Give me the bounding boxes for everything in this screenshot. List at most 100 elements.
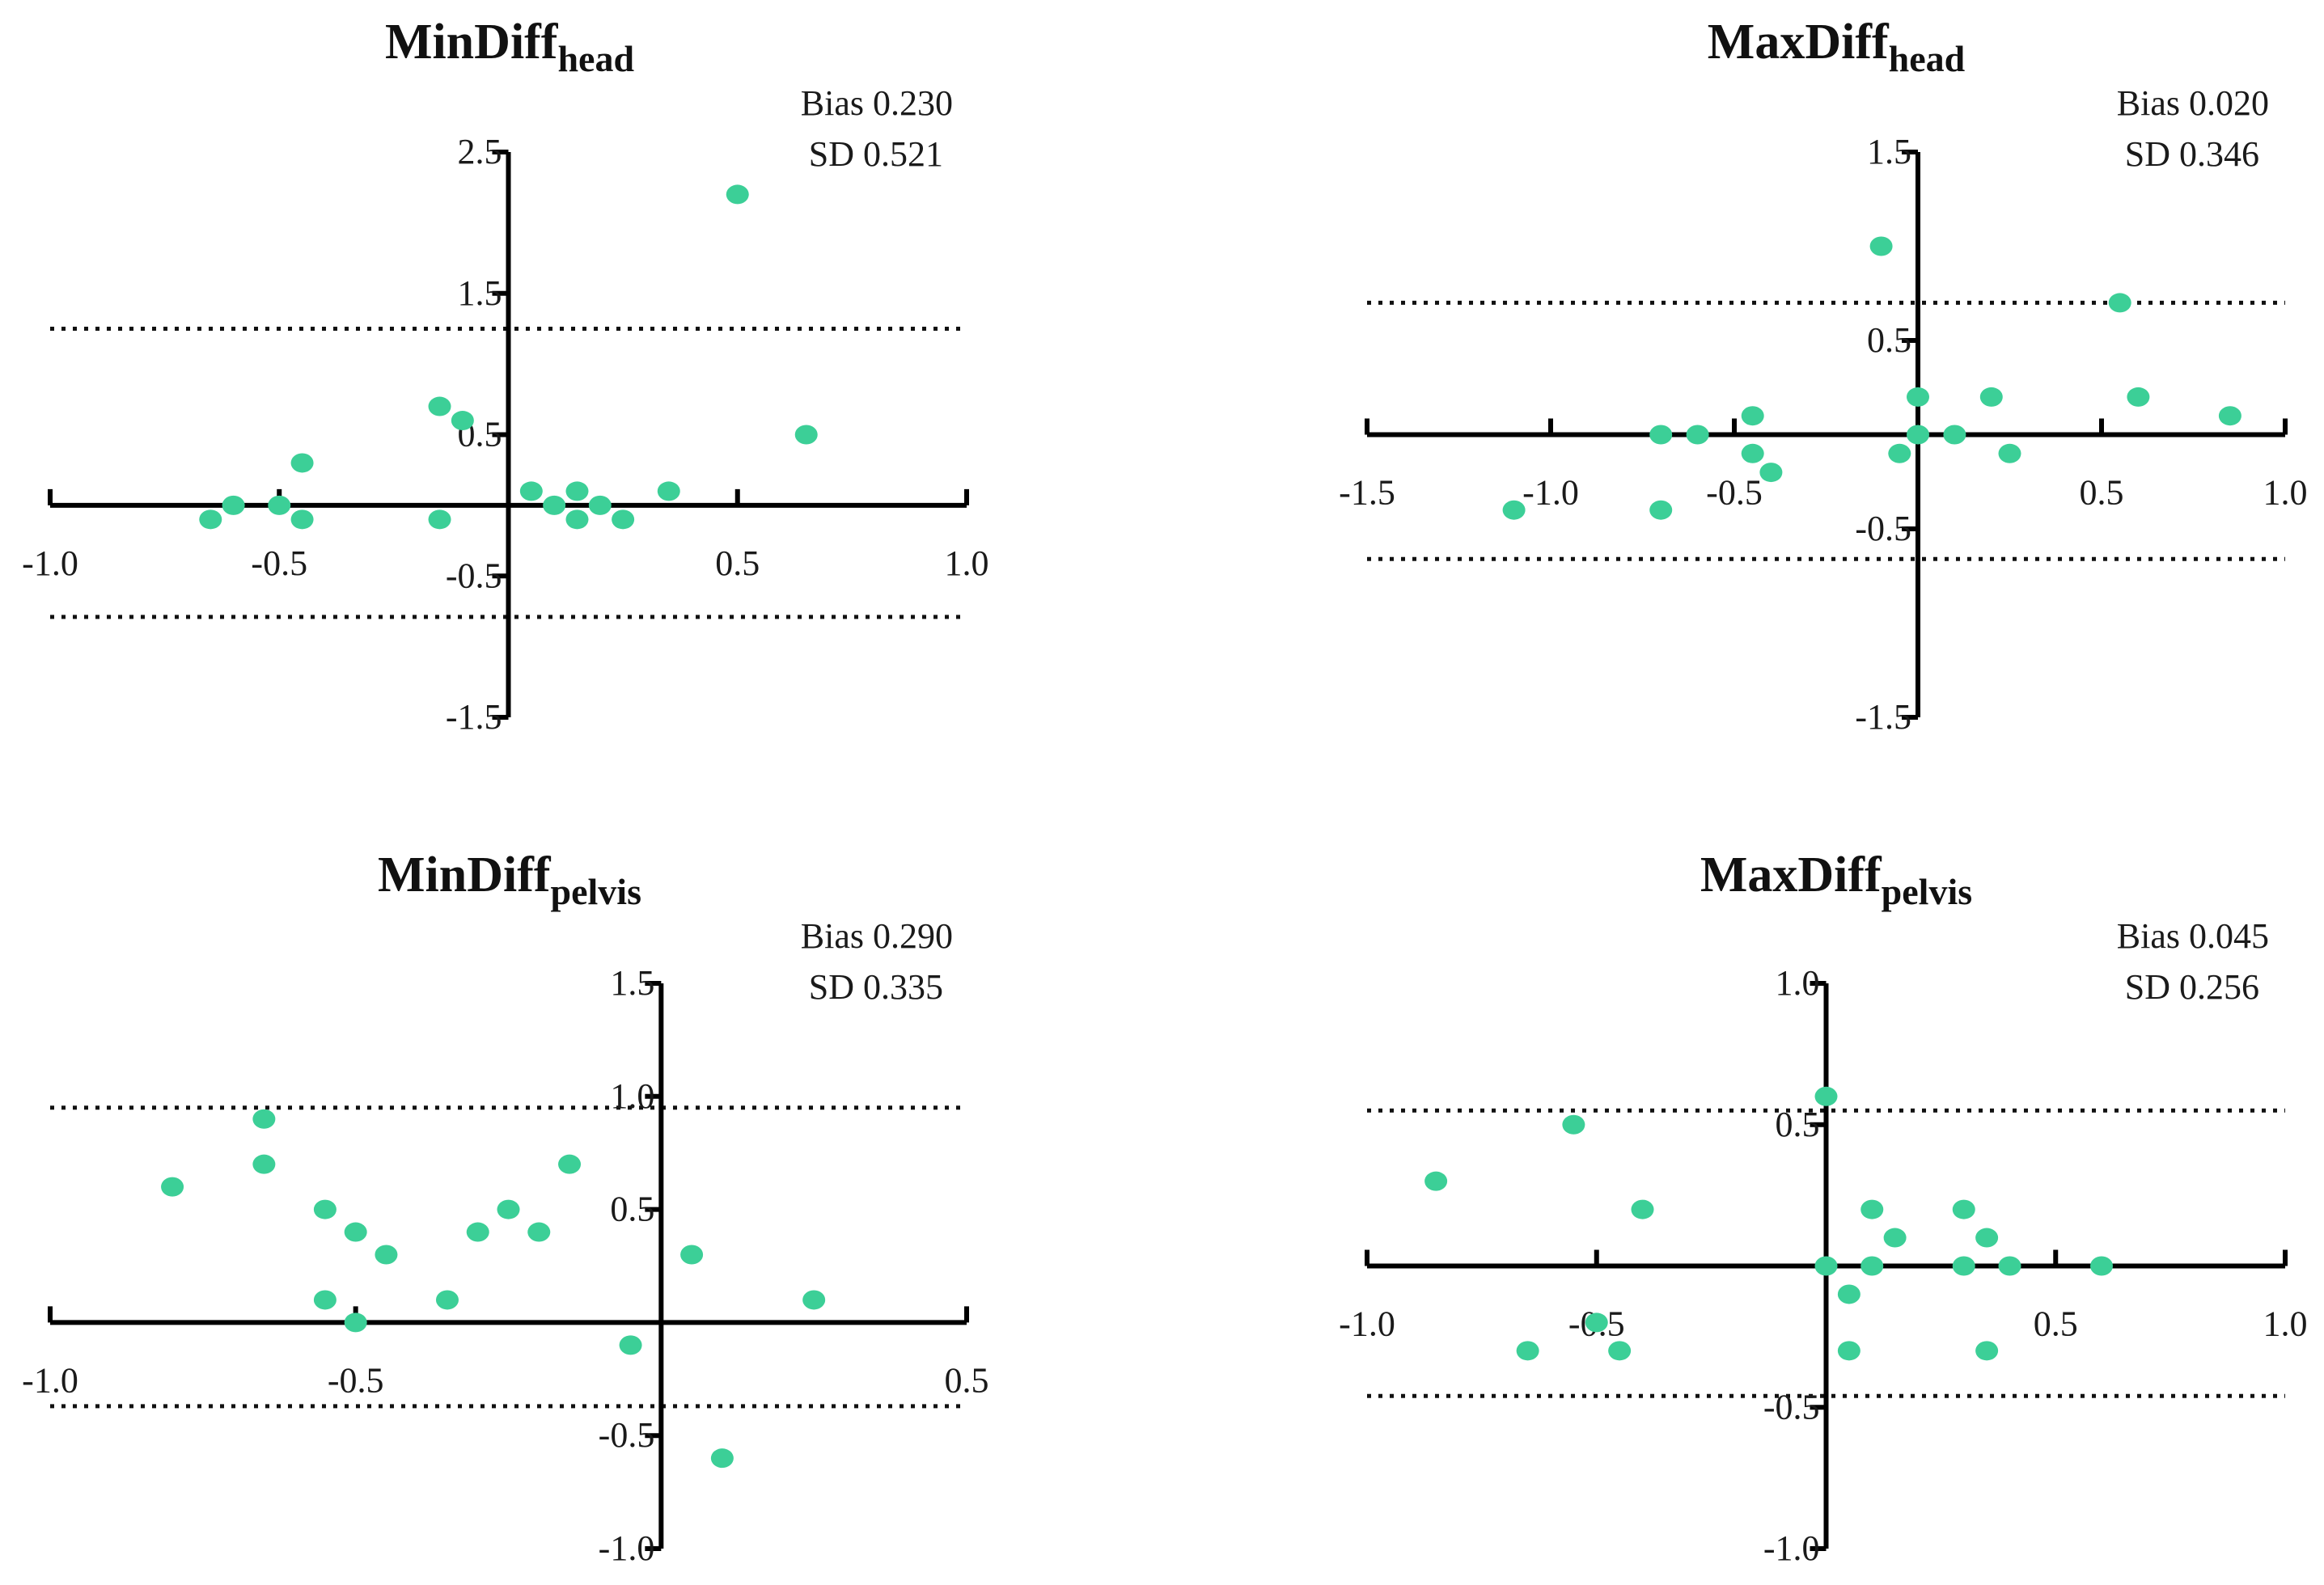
chart-panel-3: MinDiffpelvis Bias 0.290 SD 0.335 -1.0 -0.5 0… [22, 847, 988, 1568]
data-point [1562, 1114, 1585, 1135]
data-point [290, 509, 314, 530]
data-point [344, 1312, 367, 1333]
data-point [435, 1290, 459, 1310]
x-tick-label: -0.5 [328, 1360, 384, 1400]
y-tick-label: 0.5 [1776, 1105, 1820, 1144]
chart-title-main: MinDiff [378, 847, 552, 902]
x-tick-label: 0.5 [2034, 1304, 2078, 1344]
data-point [1608, 1341, 1632, 1361]
data-point [1952, 1199, 1975, 1219]
x-tick-label: -1.0 [1522, 473, 1579, 513]
data-point [1907, 387, 1929, 407]
y-tick-label: 1.0 [1776, 963, 1820, 1003]
data-point [565, 509, 589, 530]
y-tick-label: -0.5 [1855, 509, 1911, 548]
chart-title-main: MinDiff [385, 15, 559, 70]
data-point [527, 1222, 551, 1242]
data-point [161, 1177, 184, 1197]
bias-label: Bias 0.045 [2117, 916, 2269, 956]
x-tick-label: -1.0 [1339, 1304, 1395, 1344]
data-point [222, 495, 245, 515]
bias-label: Bias 0.020 [2117, 83, 2269, 123]
data-point [451, 411, 474, 431]
data-point [466, 1222, 489, 1242]
y-tick-label: 1.5 [1867, 132, 1911, 171]
y-tick-label: 2.5 [458, 132, 502, 171]
chart-title-subscript: head [1889, 38, 1966, 79]
data-point [1979, 387, 2003, 407]
data-point [1741, 443, 1764, 463]
data-point [1502, 500, 1526, 520]
data-point [1424, 1171, 1448, 1191]
chart-title: MinDiffpelvis [378, 847, 641, 912]
y-tick-label: -0.5 [1763, 1387, 1820, 1426]
data-point [1686, 425, 1709, 445]
x-tick-label: -1.5 [1339, 473, 1395, 513]
sd-label: SD 0.521 [809, 134, 943, 174]
data-point [1998, 1256, 2021, 1276]
chart-title-main: MaxDiff [1700, 847, 1882, 902]
chart-title-subscript: pelvis [1882, 871, 1972, 912]
data-point [543, 495, 566, 515]
chart-panel-1: MinDiffhead Bias 0.230 SD 0.521 -1.0 -0.5 0.5… [22, 15, 988, 737]
data-point [1860, 1199, 1884, 1219]
data-point [252, 1109, 276, 1129]
data-point [802, 1290, 826, 1310]
sd-label: SD 0.256 [2125, 967, 2259, 1007]
data-point [1741, 406, 1764, 426]
data-point [1883, 1228, 1907, 1248]
data-point [1907, 425, 1929, 445]
data-point [619, 1335, 642, 1355]
y-tick-label: 0.5 [1867, 320, 1911, 360]
y-tick-label: 0.5 [610, 1190, 654, 1229]
x-tick-label: 0.5 [2080, 473, 2124, 513]
chart-title: MaxDiffhead [1708, 15, 1966, 79]
chart-title-main: MaxDiff [1708, 15, 1890, 70]
y-tick-label: 1.5 [610, 963, 654, 1003]
data-point [290, 453, 314, 473]
x-tick-label: -0.5 [1706, 473, 1763, 513]
x-tick-label: 1.0 [2263, 473, 2308, 513]
data-point [428, 509, 451, 530]
data-point [1759, 463, 1783, 483]
data-point [252, 1154, 276, 1174]
x-tick-label: 0.5 [715, 543, 760, 583]
data-point [313, 1199, 337, 1219]
data-point [268, 495, 291, 515]
chart-panel-2: MaxDiffhead Bias 0.020 SD 0.346 -1.5 -1.0 -0.… [1339, 15, 2307, 737]
y-tick-label: -1.0 [1763, 1528, 1820, 1568]
data-point [558, 1154, 582, 1174]
data-point [565, 481, 589, 501]
data-point [519, 481, 543, 501]
x-tick-label: 0.5 [945, 1360, 989, 1400]
sd-label: SD 0.346 [2125, 134, 2259, 174]
data-point [1814, 1086, 1838, 1106]
chart-title-subscript: pelvis [551, 871, 641, 912]
data-point [2218, 406, 2241, 426]
y-tick-label: -0.5 [446, 556, 502, 595]
x-tick-label: 1.0 [2263, 1304, 2308, 1344]
data-point [1860, 1256, 1884, 1276]
data-point [2108, 293, 2131, 313]
data-point [1952, 1256, 1975, 1276]
bias-label: Bias 0.290 [801, 916, 953, 956]
data-point [313, 1290, 337, 1310]
data-point [199, 509, 222, 530]
chart-title: MaxDiffpelvis [1700, 847, 1972, 912]
data-point [612, 509, 635, 530]
y-tick-label: 1.0 [610, 1076, 654, 1116]
data-point [1649, 425, 1673, 445]
data-point [2127, 387, 2150, 407]
data-point [726, 184, 749, 205]
data-point [1837, 1341, 1860, 1361]
chart-title: MinDiffhead [385, 15, 635, 79]
data-point [1649, 500, 1673, 520]
chart-panel-4: MaxDiffpelvis Bias 0.045 SD 0.256 -1.0 -0.5 0… [1339, 847, 2307, 1568]
data-point [794, 425, 818, 445]
y-tick-label: -1.5 [1855, 697, 1911, 737]
chart-title-subscript: head [557, 38, 634, 79]
data-point [710, 1448, 734, 1469]
data-point [2090, 1256, 2113, 1276]
data-point [428, 396, 451, 416]
data-point [1516, 1341, 1539, 1361]
